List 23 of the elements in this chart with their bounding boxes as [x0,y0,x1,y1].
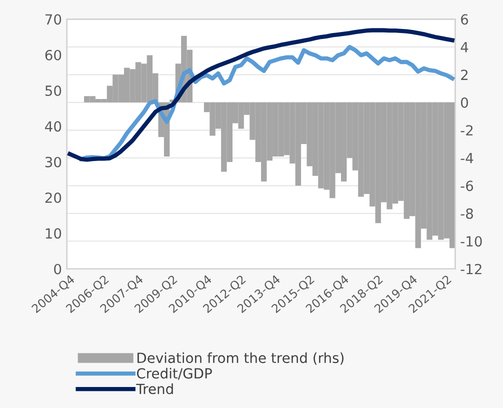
legend-label: Trend [136,383,173,394]
y2-tick-label: -4 [460,153,474,164]
line-series [68,28,454,162]
y2-tick-label: -12 [460,264,482,274]
y2-tick-label: 0 [460,97,468,108]
legend-label: Deviation from the trend (rhs) [138,352,344,365]
y2-tick-label: -6 [460,180,474,192]
y2-tick-label: 6 [461,14,468,25]
line-series [79,44,454,162]
y2-tick-label: 4 [460,42,468,52]
y2-tick-label: 2 [461,70,468,80]
y-tick-label: 40 [45,121,62,132]
y-tick-label: 60 [45,50,62,60]
y-tick-label: 50 [45,85,62,96]
y-tick-label: 20 [45,192,62,204]
y-tick-label: 0 [54,264,62,274]
y2-tick-label: -2 [460,125,473,136]
legend-label: Credit/GDP [136,368,212,380]
y-tick-label: 10 [46,228,62,239]
y2-tick-label: -8 [460,208,473,219]
y-tick-label: 70 [46,14,62,25]
y2-tick-label: -10 [460,236,482,247]
y-tick-label: 30 [45,156,62,168]
